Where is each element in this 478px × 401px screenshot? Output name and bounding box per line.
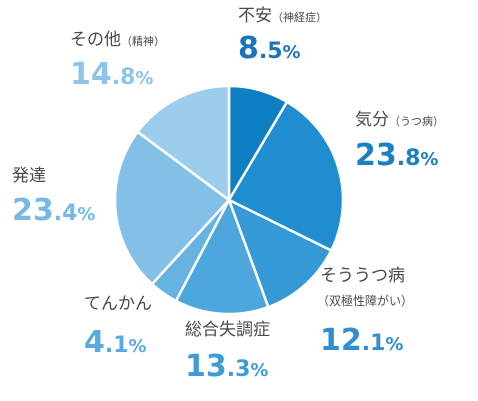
label-other-name: その他 (70, 30, 121, 50)
label-epilepsy: てんかん (84, 296, 152, 313)
value-other-int: 14 (70, 57, 112, 92)
label-anxiety: 不安（神経症） (238, 8, 327, 25)
value-developmental: 23.4% (12, 196, 95, 226)
value-mood-int: 23 (355, 138, 397, 173)
label-schizophrenia-name: 総合失調症 (185, 320, 270, 340)
label-other: その他（精神） (70, 32, 165, 49)
value-developmental-frac: .4 (53, 201, 78, 226)
label-other-sub: （精神） (121, 35, 165, 48)
label-bipolar: そううつ病 (320, 268, 405, 285)
value-developmental-int: 23 (12, 193, 54, 228)
label-schizophrenia: 総合失調症 (185, 322, 270, 339)
value-anxiety-int: 8 (238, 31, 259, 66)
label-developmental-name: 発達 (12, 166, 46, 186)
value-anxiety-frac: .5 (258, 39, 283, 64)
value-epilepsy: 4.1% (84, 328, 147, 358)
pie-slice-schizophrenia (174, 198, 270, 316)
value-bipolar-pct: % (385, 334, 404, 355)
label-mood-sub: （うつ病） (389, 115, 444, 128)
label-anxiety-name: 不安 (238, 6, 272, 26)
value-bipolar: 12.1% (320, 326, 403, 356)
value-epilepsy-int: 4 (84, 325, 105, 360)
label-developmental: 発達 (12, 168, 46, 185)
label-epilepsy-name: てんかん (84, 294, 152, 314)
value-bipolar-int: 12 (320, 323, 362, 358)
value-developmental-pct: % (77, 204, 96, 225)
label-bipolar-sub: （双極性障がい） (317, 294, 414, 308)
value-other-pct: % (135, 68, 154, 89)
value-epilepsy-pct: % (128, 336, 147, 357)
label-mood-name: 気分 (355, 110, 389, 130)
value-schizophrenia: 13.3% (185, 352, 268, 382)
pie-slice-other (136, 84, 231, 202)
value-other-frac: .8 (111, 65, 136, 90)
value-anxiety-pct: % (282, 42, 301, 63)
label-bipolar-name: そううつ病 (320, 266, 405, 286)
pie-slice-developmental (113, 130, 231, 286)
label-anxiety-sub: （神経症） (272, 11, 327, 24)
value-anxiety: 8.5% (238, 34, 301, 64)
label-mood: 気分（うつ病） (355, 112, 444, 129)
value-other: 14.8% (70, 60, 153, 90)
pie-slice-bipolar (227, 198, 333, 309)
value-mood-pct: % (420, 149, 439, 170)
value-mood: 23.8% (355, 141, 438, 171)
value-schizophrenia-pct: % (250, 360, 269, 381)
value-epilepsy-frac: .1 (104, 333, 129, 358)
value-schizophrenia-int: 13 (185, 349, 227, 384)
value-bipolar-frac: .1 (361, 331, 386, 356)
value-mood-frac: .8 (396, 146, 421, 171)
value-schizophrenia-frac: .3 (226, 357, 251, 382)
label-bipolar-sub-wrap: （双極性障がい） (317, 292, 413, 308)
